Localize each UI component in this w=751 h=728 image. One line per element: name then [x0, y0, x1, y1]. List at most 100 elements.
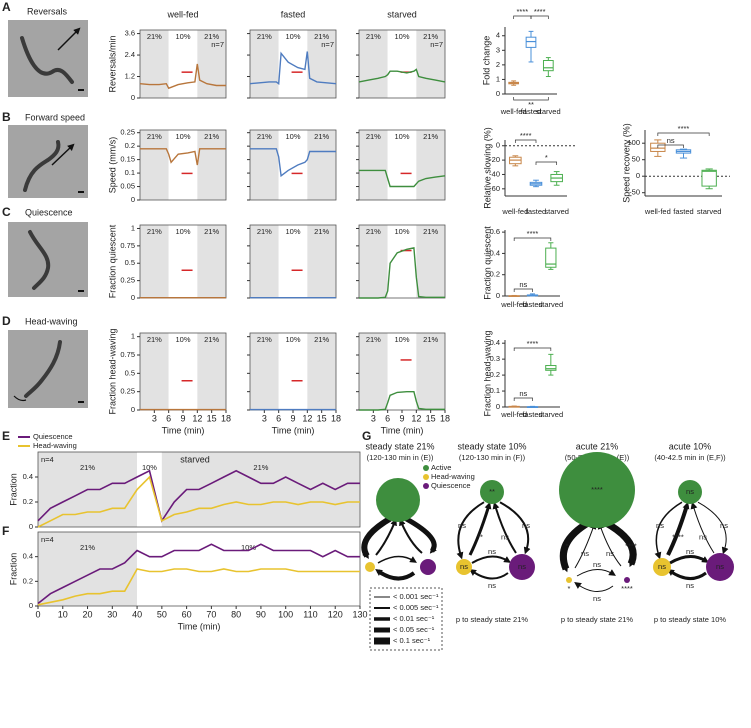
x-tick-label: 12 — [302, 413, 312, 423]
plot-frame — [249, 129, 337, 201]
y-tick-label: -60 — [489, 184, 500, 193]
oxygen-region — [168, 225, 198, 298]
significance-label: **** — [516, 7, 528, 16]
region-label: 21% — [423, 227, 438, 236]
x-tick-label: 50 — [157, 609, 167, 619]
oxygen-region — [387, 30, 417, 98]
trace — [359, 169, 446, 188]
oxygen-region — [359, 30, 388, 98]
panel-letter: D — [2, 314, 11, 328]
y-tick-label: 100 — [627, 138, 640, 147]
arrow-label: ns — [720, 521, 728, 530]
legend-dot — [423, 474, 429, 480]
column-subtitle: (120-130 min in (F)) — [459, 453, 526, 462]
y-tick-label: 0 — [636, 171, 640, 180]
arrow-label: ns — [593, 560, 601, 569]
condition-title: fasted — [281, 9, 306, 19]
x-axis-label: Time (min) — [272, 425, 315, 435]
y-tick-label: 0 — [496, 402, 500, 411]
region-label: 10% — [394, 335, 409, 344]
region-label: 21% — [366, 227, 381, 236]
significance-label: ns — [519, 280, 527, 289]
trace — [139, 63, 226, 90]
y-axis-label: Fraction quiescent — [482, 226, 492, 300]
region-label: 21% — [204, 132, 219, 141]
column-footer: p to steady state 21% — [561, 615, 633, 624]
row-name: Head-waving — [25, 316, 78, 326]
transition-arrow — [377, 555, 417, 564]
y-tick-label: 0.2 — [490, 270, 500, 279]
y-tick-label: 3.6 — [125, 29, 135, 38]
y-axis-label: Fraction — [8, 553, 18, 586]
transition-arrow — [597, 521, 622, 567]
transition-arrow — [499, 501, 531, 555]
oxygen-region — [387, 333, 417, 410]
oxygen-region — [307, 130, 336, 200]
column-title: steady state 21% — [365, 441, 434, 451]
worm-photo — [8, 20, 88, 97]
state-node — [456, 559, 472, 575]
x-tick-label: 15 — [207, 413, 217, 423]
region-label: 10% — [142, 463, 157, 472]
column-title: steady state 10% — [457, 441, 526, 451]
y-axis-label: Speed (mm/s) — [107, 137, 117, 194]
oxygen-region — [140, 30, 169, 98]
oxygen-region — [416, 225, 445, 298]
y-tick-label: 1 — [131, 332, 135, 341]
transition-arrow — [654, 501, 683, 560]
significance-label: ns — [667, 136, 675, 145]
transition-arrow — [404, 516, 437, 554]
node-label: * — [568, 584, 571, 593]
x-tick-label: 12 — [411, 413, 421, 423]
x-tick-label: 18 — [331, 413, 341, 423]
state-node — [376, 478, 420, 522]
region-label: 21% — [257, 335, 272, 344]
region-label: 21% — [147, 227, 162, 236]
category-label: well-fed — [501, 207, 528, 216]
legend-dot — [423, 483, 429, 489]
arrow-label: ns — [501, 533, 509, 542]
significance-bracket — [535, 161, 558, 165]
state-node — [653, 558, 671, 576]
y-tick-label: 0.4 — [490, 338, 500, 347]
transition-arrow — [471, 555, 511, 564]
transition-arrow — [666, 501, 690, 556]
column-title: acute 21% — [576, 441, 619, 451]
y-tick-label: 0 — [496, 141, 500, 150]
category-label: fasted — [526, 207, 546, 216]
plot-frame — [37, 451, 361, 528]
y-tick-label: 1 — [131, 223, 135, 232]
y-tick-label: 0.2 — [125, 141, 135, 150]
x-tick-label: 90 — [256, 609, 266, 619]
x-tick-label: 6 — [385, 413, 390, 423]
panel-letter: C — [2, 205, 11, 219]
category-label: starved — [539, 300, 564, 309]
region-label: 10% — [285, 227, 300, 236]
node-label: ** — [489, 487, 495, 496]
rate-label: < 0.01 sec⁻¹ — [393, 614, 435, 623]
panel-letter: G — [362, 429, 371, 443]
region-label: 21% — [366, 32, 381, 41]
plot-frame — [139, 29, 227, 99]
arrow-label: **** — [672, 533, 684, 542]
category-label: well-fed — [500, 300, 527, 309]
region-label: 21% — [423, 132, 438, 141]
oxygen-region — [140, 333, 169, 410]
transition-arrow — [574, 521, 597, 569]
y-tick-label: 0.25 — [120, 128, 135, 137]
x-tick-label: 12 — [192, 413, 202, 423]
panel-letter: B — [2, 110, 11, 124]
plot-frame — [358, 129, 446, 201]
oxygen-region — [137, 452, 162, 527]
transition-arrow — [468, 501, 492, 556]
transition-arrow — [576, 569, 616, 577]
legend-label: Active — [431, 463, 451, 472]
y-tick-label: 0 — [131, 405, 135, 414]
category-label: starved — [544, 207, 569, 216]
region-label: 21% — [423, 335, 438, 344]
node-label: ns — [686, 487, 694, 496]
region-label: 10% — [394, 132, 409, 141]
region-label: 10% — [175, 335, 190, 344]
row-name: Reversals — [27, 6, 68, 16]
region-label: 21% — [147, 132, 162, 141]
